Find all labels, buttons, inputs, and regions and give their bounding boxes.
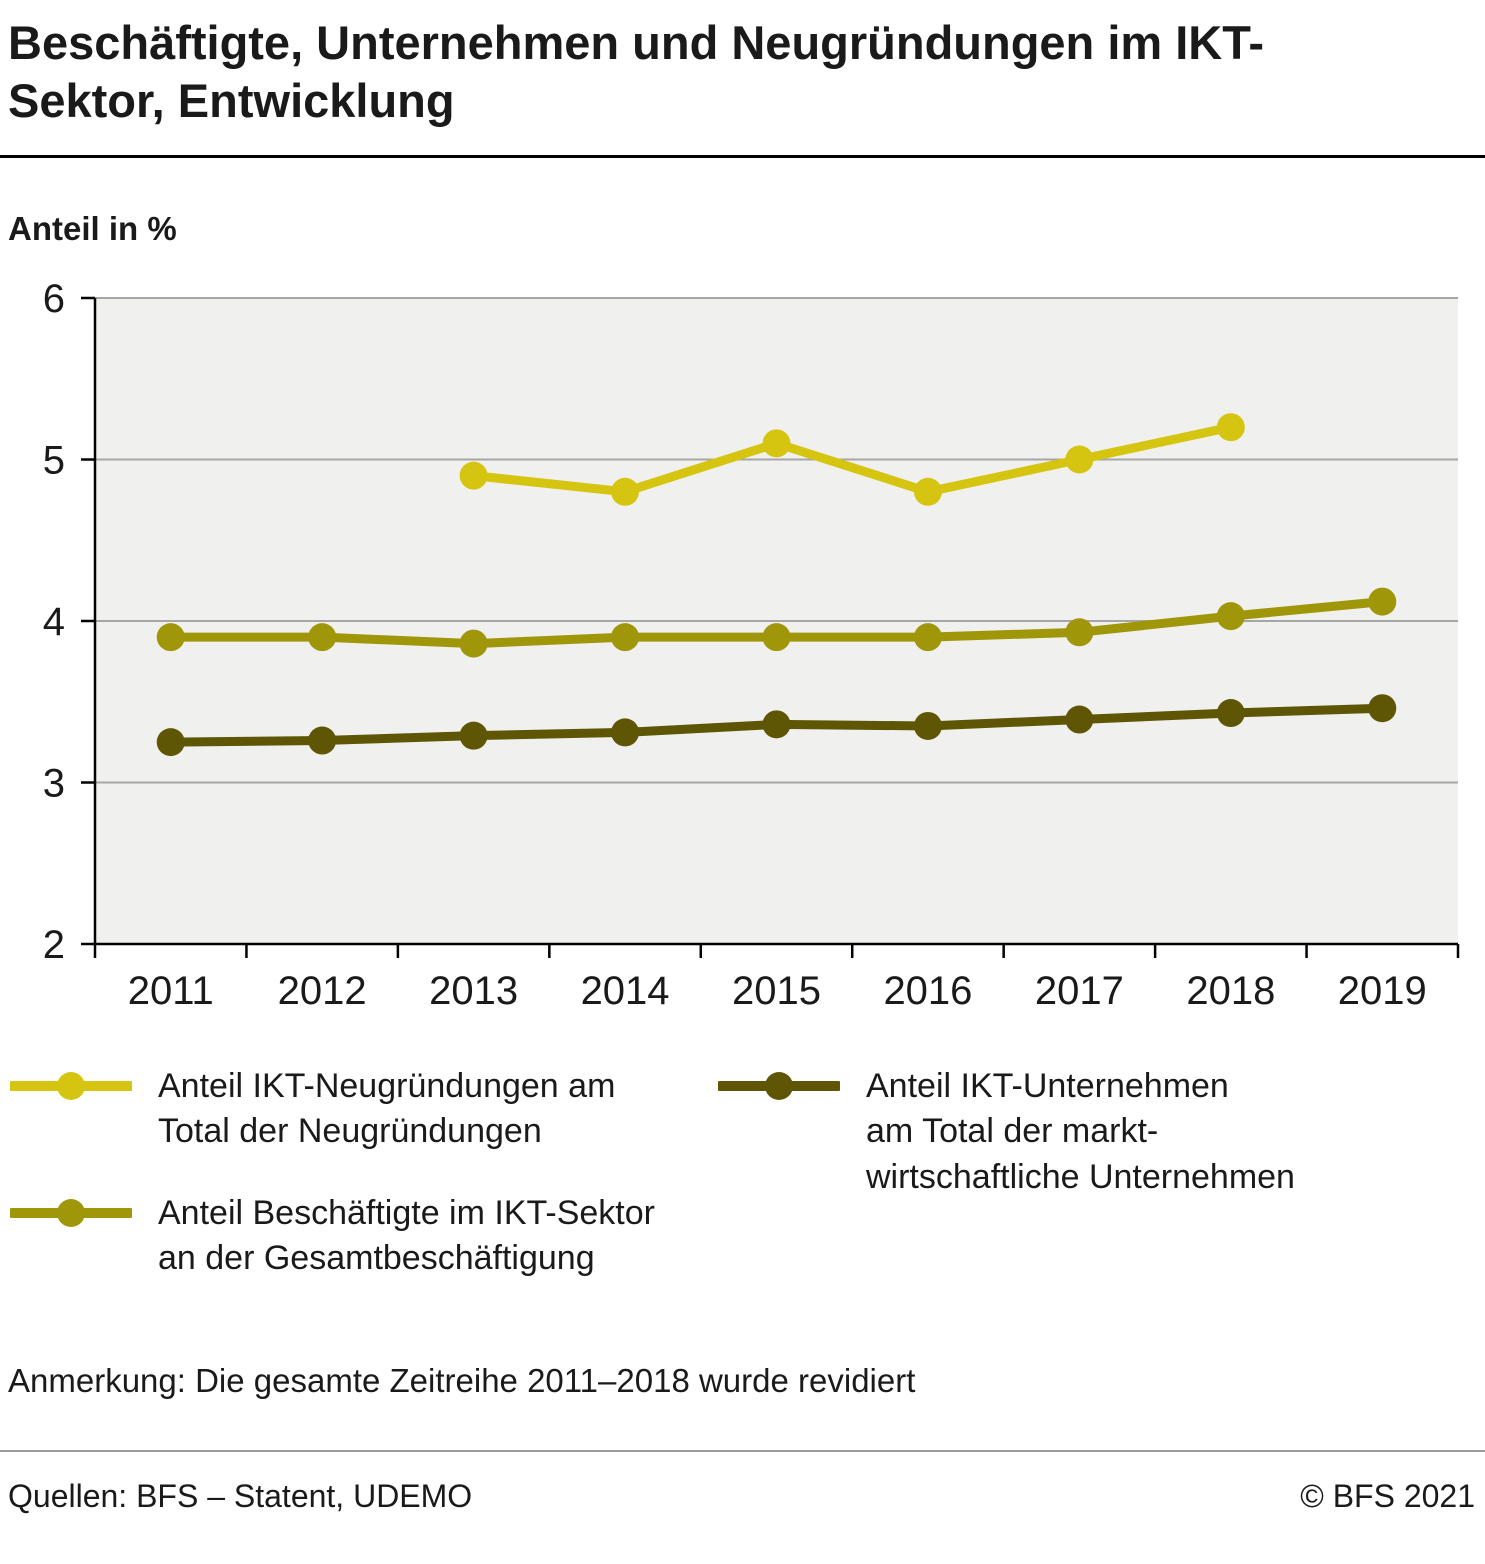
- svg-text:4: 4: [43, 600, 65, 644]
- svg-text:2015: 2015: [732, 969, 821, 1013]
- svg-text:2016: 2016: [883, 969, 972, 1013]
- legend-column-left: Anteil IKT-Neugründungen am Total der Ne…: [10, 1064, 718, 1282]
- svg-text:2018: 2018: [1186, 969, 1275, 1013]
- legend-item-unternehmen: Anteil IKT-Unternehmen am Total der mark…: [718, 1064, 1295, 1201]
- source-label: Quellen: BFS – Statent, UDEMO: [8, 1477, 473, 1514]
- legend-column-right: Anteil IKT-Unternehmen am Total der mark…: [718, 1064, 1295, 1282]
- svg-text:2017: 2017: [1035, 969, 1124, 1013]
- legend-item-beschaeftigte: Anteil Beschäftigte im IKT-Sektor an der…: [10, 1191, 718, 1282]
- legend-marker-line-icon: [718, 1071, 840, 1100]
- svg-text:2012: 2012: [278, 969, 367, 1013]
- svg-text:2011: 2011: [128, 969, 214, 1013]
- page-title: Beschäftigte, Unternehmen und Neugründun…: [8, 16, 1264, 128]
- chart-note: Anmerkung: Die gesamte Zeitreihe 2011–20…: [8, 1361, 916, 1399]
- legend-label: Anteil IKT-Neugründungen am Total der Ne…: [158, 1066, 616, 1151]
- chart-svg: 2 3 4 5 6 2011 2012 2013 2014 2015 2016 2017 2018 201…: [43, 277, 1460, 1013]
- legend-label: Anteil IKT-Unternehmen am Total der mark…: [866, 1066, 1295, 1196]
- legend-marker-line-icon: [10, 1071, 132, 1100]
- legend-label: Anteil Beschäftigte im IKT-Sektor an der…: [158, 1193, 655, 1278]
- svg-text:5: 5: [43, 438, 65, 482]
- legend: Anteil IKT-Neugründungen am Total der Ne…: [10, 1064, 1485, 1282]
- svg-text:2019: 2019: [1338, 969, 1427, 1013]
- svg-text:2014: 2014: [581, 969, 670, 1013]
- title-divider: [0, 154, 1485, 158]
- bfs-chart-page: Beschäftigte, Unternehmen und Neugründun…: [0, 14, 1485, 1564]
- chart: 2 3 4 5 6 2011 2012 2013 2014 2015 2016 2017 2018 201…: [0, 276, 1485, 1026]
- svg-text:2: 2: [43, 923, 65, 967]
- y-axis-unit-label: Anteil in %: [8, 209, 177, 247]
- svg-text:2013: 2013: [429, 969, 518, 1013]
- copyright-label: © BFS 2021: [1300, 1477, 1475, 1514]
- svg-text:3: 3: [43, 761, 65, 805]
- svg-text:6: 6: [43, 277, 65, 321]
- footer-divider: [0, 1449, 1485, 1452]
- footer: Quellen: BFS – Statent, UDEMO © BFS 2021: [8, 1478, 1475, 1515]
- legend-item-neugruendungen: Anteil IKT-Neugründungen am Total der Ne…: [10, 1064, 718, 1155]
- legend-marker-line-icon: [10, 1198, 132, 1227]
